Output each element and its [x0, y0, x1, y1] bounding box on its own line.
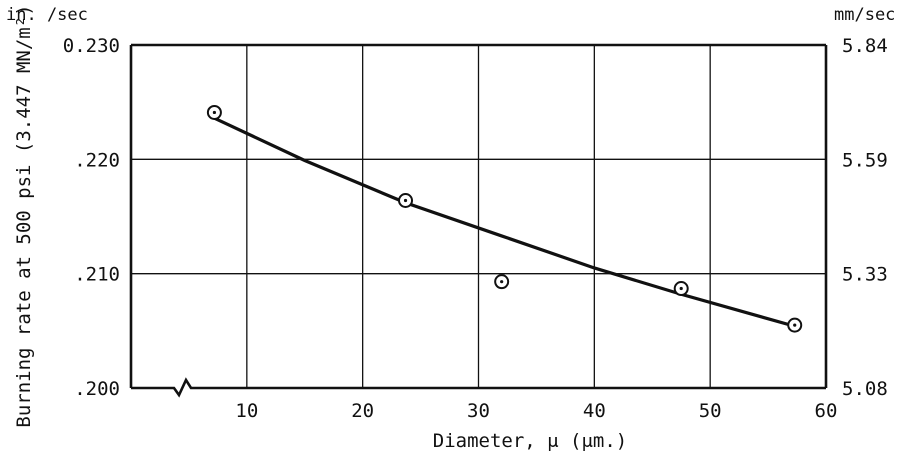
- x-tick-label: 30: [467, 400, 490, 422]
- y-tick-label-right: 5.08: [842, 378, 888, 400]
- y-tick-labels-right: 5.84 5.59 5.33 5.08: [842, 35, 888, 400]
- data-point: [206, 104, 222, 120]
- x-tick-labels: 10 20 30 40 50 60: [235, 400, 837, 422]
- x-tick-label: 50: [699, 400, 722, 422]
- data-point: [673, 281, 689, 297]
- y-tick-label-left: .220: [74, 149, 120, 171]
- data-point-dot: [403, 198, 408, 203]
- data-point: [494, 274, 510, 290]
- y-tick-label-left: .200: [74, 378, 120, 400]
- left-unit-label: in. /sec: [6, 5, 88, 25]
- data-point-dot: [679, 286, 683, 291]
- fit-curve: [213, 116, 796, 328]
- y-tick-label-right: 5.33: [842, 264, 888, 286]
- y-tick-label-right: 5.59: [842, 149, 888, 171]
- axis-break-mark: [131, 377, 826, 398]
- y-axis-label: Burning rate at 500 psi (3.447 MN/m²): [13, 4, 35, 427]
- data-point-dot: [793, 323, 797, 327]
- data-point-dot: [212, 110, 216, 115]
- x-tick-label: 40: [583, 400, 606, 422]
- data-points: [206, 104, 803, 333]
- y-tick-label-right: 5.84: [842, 35, 888, 57]
- plot-frame: [129, 43, 828, 388]
- data-point: [787, 317, 803, 333]
- data-point-dot: [500, 280, 504, 284]
- grid-lines: [131, 45, 826, 388]
- data-point: [398, 192, 414, 208]
- y-tick-label-left: 0.230: [63, 35, 120, 57]
- x-tick-label: 20: [351, 400, 374, 422]
- right-unit-label: mm/sec: [834, 5, 895, 25]
- x-axis-label: Diameter, μ (μm.): [433, 430, 627, 452]
- y-tick-label-left: .210: [74, 264, 120, 286]
- x-tick-label: 60: [815, 400, 838, 422]
- axis-break: [131, 377, 826, 398]
- y-tick-labels-left: 0.230 .220 .210 .200: [63, 35, 120, 400]
- x-tick-label: 10: [235, 400, 258, 422]
